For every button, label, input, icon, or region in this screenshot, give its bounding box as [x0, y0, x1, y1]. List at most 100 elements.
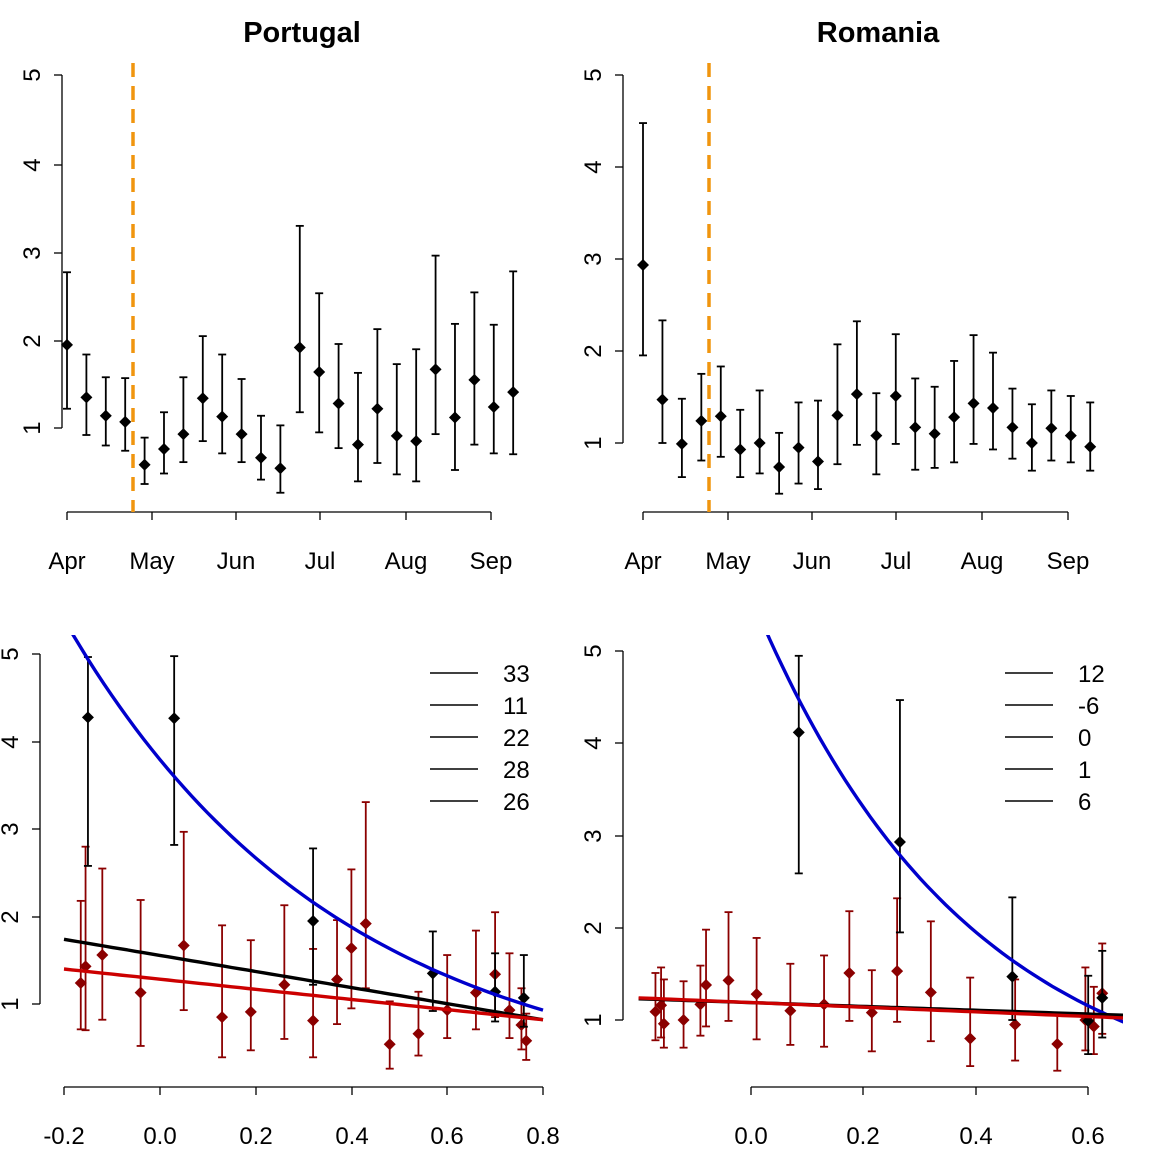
x-tick-label: Sep [1047, 548, 1090, 575]
data-point [1084, 440, 1097, 453]
data-point [734, 443, 747, 456]
data-point [1009, 1018, 1022, 1031]
data-point [196, 392, 209, 405]
y-tick-label: 1 [580, 436, 607, 449]
data-point [313, 366, 326, 378]
data-point [383, 1038, 396, 1051]
data-point [695, 414, 708, 427]
data-point [792, 726, 805, 739]
x-tick-label: -0.2 [43, 1123, 84, 1150]
data-point [278, 978, 291, 991]
plot-area [638, 635, 1123, 1072]
data-point [967, 397, 980, 410]
chart-title: Portugal [243, 17, 361, 49]
data-point [359, 917, 372, 930]
x-tick-label: Jun [793, 548, 832, 575]
x-tick-label: 0.0 [143, 1123, 176, 1150]
data-point [987, 401, 999, 414]
data-point [656, 393, 669, 406]
y-tick-label: 4 [580, 160, 607, 173]
data-point [134, 986, 147, 999]
data-point [307, 1014, 320, 1027]
y-tick-label: 2 [580, 921, 607, 934]
x-tick-label: Aug [385, 548, 428, 575]
data-point [168, 712, 181, 725]
data-point [410, 435, 423, 448]
data-point [412, 1027, 425, 1040]
data-point [235, 428, 248, 441]
data-point [307, 914, 320, 927]
y-tick-label: 3 [19, 246, 46, 259]
data-point [96, 949, 109, 962]
data-point [99, 409, 112, 422]
y-tick-label: 4 [19, 158, 46, 171]
fitted-curve [63, 967, 544, 1022]
data-point [1006, 421, 1019, 434]
x-tick-label: Aug [961, 548, 1004, 575]
data-point [61, 338, 73, 351]
data-point [371, 402, 384, 415]
legend-label: 0 [1078, 725, 1091, 752]
data-point [909, 421, 922, 434]
data-point [928, 427, 941, 440]
data-point [831, 409, 844, 422]
data-point [964, 1032, 977, 1045]
x-tick-label: Jun [217, 548, 256, 575]
x-tick-label: 0.6 [430, 1123, 463, 1150]
x-tick-label: 0.2 [239, 1123, 272, 1150]
data-point [157, 443, 170, 455]
legend-label: -6 [1078, 693, 1099, 720]
data-point [177, 939, 190, 952]
y-tick-label: 4 [0, 735, 24, 748]
data-point [1006, 970, 1019, 983]
y-tick-label: 3 [580, 829, 607, 842]
panel-romania-time: Romania 1 2 3 4 5 Apr May Jun Jul Aug Sep [580, 17, 1097, 575]
data-point [773, 460, 786, 473]
data-point [74, 977, 87, 990]
data-point [244, 1005, 257, 1018]
x-tick-label: 0.6 [1071, 1123, 1104, 1150]
data-point [700, 978, 713, 991]
y-tick-label: 3 [580, 252, 607, 265]
data-point [792, 441, 805, 454]
data-point [517, 991, 530, 1004]
panel-portugal-scatter: 1 2 3 4 5 -0.2 0.0 0.2 0.4 0.6 0.8 33 11 22 28 26 [0, 635, 560, 1150]
plot-area [63, 635, 544, 1070]
data-point [216, 410, 229, 423]
legend-label: 33 [503, 661, 530, 688]
chart-title: Romania [817, 17, 940, 49]
data-point [843, 966, 856, 979]
data-point [675, 437, 688, 450]
data-point [274, 462, 287, 475]
data-point [332, 397, 345, 410]
data-point [80, 391, 93, 404]
y-tick-label: 1 [580, 1013, 607, 1026]
legend-label: 6 [1078, 789, 1091, 816]
data-point [722, 974, 735, 987]
data-point [429, 363, 442, 376]
x-tick-label: Apr [624, 548, 661, 575]
data-point [889, 389, 902, 402]
x-tick-label: May [129, 548, 174, 575]
data-point [81, 711, 94, 724]
data-point [891, 965, 904, 978]
data-point [893, 836, 906, 849]
data-point [865, 1006, 878, 1019]
data-point [507, 386, 520, 399]
fitted-curve [638, 996, 1123, 1020]
y-tick-label: 1 [0, 997, 24, 1010]
data-point [812, 455, 824, 468]
data-point [138, 458, 151, 471]
data-point [657, 1017, 670, 1030]
data-point [119, 415, 132, 428]
data-point [177, 428, 190, 441]
y-tick-label: 5 [580, 68, 607, 81]
data-point [784, 1004, 797, 1017]
y-tick-label: 3 [0, 822, 24, 835]
legend-label: 12 [1078, 661, 1105, 688]
legend-label: 1 [1078, 757, 1091, 784]
data-point [468, 373, 481, 386]
legend-label: 26 [503, 789, 530, 816]
data-point [850, 388, 863, 401]
